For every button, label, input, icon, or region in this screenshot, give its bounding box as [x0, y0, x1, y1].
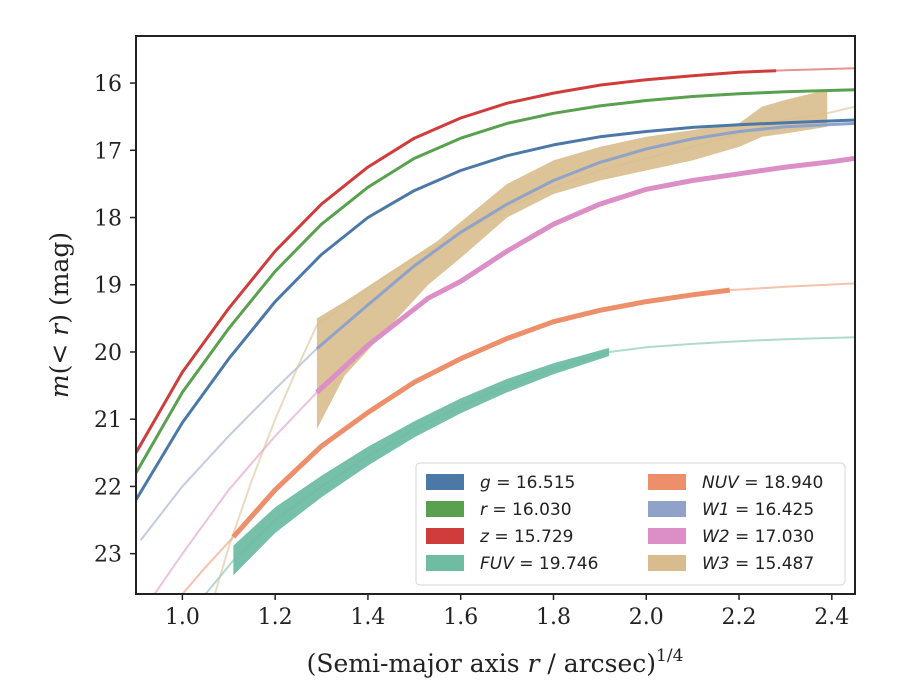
legend-swatch-w1 [648, 501, 686, 517]
legend-swatch-w3 [648, 555, 686, 571]
x-axis-title: (Semi-major axis r / arcsec)1/4 [307, 646, 684, 678]
legend-label-r: r = 16.030 [480, 500, 572, 520]
y-axis-title: m(< r) (mag) [45, 232, 74, 398]
x-tick-label: 1.8 [536, 605, 571, 630]
axis-ticks: 1.0 1.2 1.4 1.6 1.8 2.0 2.2 2.4 16 17 18 19 20 21 22 23 [94, 72, 849, 630]
y-tick-label: 19 [94, 274, 122, 299]
legend-label-z: z = 15.729 [479, 527, 573, 547]
y-tick-label: 22 [94, 475, 122, 500]
curves-layer [136, 69, 855, 539]
y-tick-label: 23 [94, 543, 122, 568]
legend-label-nuv: NUV = 18.940 [702, 473, 823, 493]
legend-label-w3: W3 = 15.487 [702, 554, 814, 574]
x-tick-label: 1.2 [258, 605, 293, 630]
x-tick-label: 2.4 [814, 605, 849, 630]
legend: g = 16.515 NUV = 18.940 r = 16.030 W1 = 16.… [415, 462, 846, 586]
series-w1-line [315, 121, 855, 350]
x-tick-label: 2.0 [629, 605, 664, 630]
legend-swatch-z [426, 528, 464, 544]
y-tick-label: 16 [94, 72, 122, 97]
series-r-extrapolation [136, 88, 855, 474]
series-w2-line [315, 155, 855, 395]
legend-swatch-r [426, 501, 464, 517]
legend-swatch-nuv [648, 474, 686, 490]
series-z-line [136, 69, 777, 454]
series-g-line [136, 118, 855, 501]
legend-box [415, 462, 846, 586]
legend-swatch-fuv [426, 555, 464, 571]
legend-swatch-g [426, 474, 464, 490]
x-tick-label: 1.4 [350, 605, 385, 630]
legend-label-w2: W2 = 17.030 [702, 527, 814, 547]
y-tick-label: 18 [94, 207, 122, 232]
legend-label-g: g = 16.515 [480, 473, 575, 493]
x-tick-label: 1.0 [165, 605, 200, 630]
x-tick-label: 2.2 [722, 605, 757, 630]
x-tick-label: 1.6 [443, 605, 478, 630]
plot-frame [135, 35, 856, 595]
y-tick-label: 20 [94, 341, 122, 366]
y-tick-label: 17 [94, 139, 122, 164]
y-tick-label: 21 [94, 408, 122, 433]
series-nuv-line [231, 287, 731, 539]
legend-label-w1: W1 = 16.425 [702, 500, 814, 520]
legend-label-fuv: FUV = 19.746 [480, 554, 598, 574]
series-r-line [136, 88, 855, 474]
legend-swatch-w2 [648, 528, 686, 544]
